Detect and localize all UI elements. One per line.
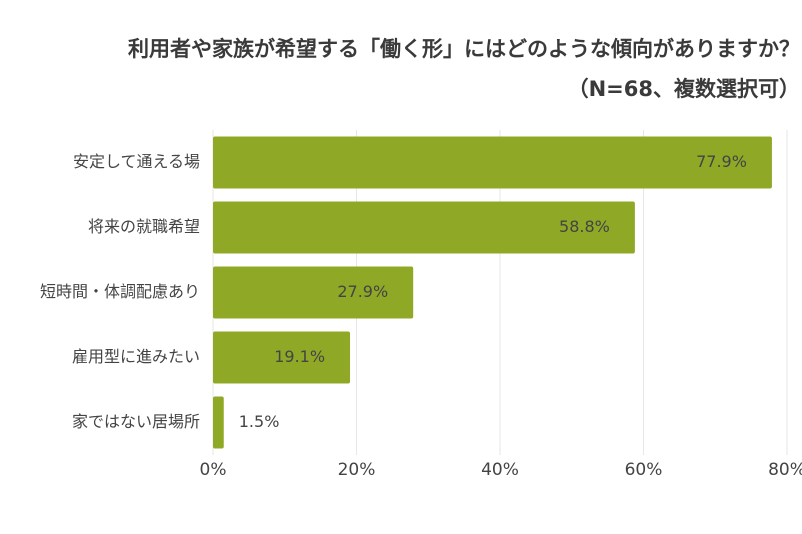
x-tick-label: 0% [200, 460, 227, 480]
x-tick-label: 40% [481, 460, 519, 480]
data-label: 27.9% [337, 282, 388, 301]
chart-title: 利用者や家族が希望する「働く形」にはどのような傾向がありますか？ [128, 37, 800, 61]
bar [213, 396, 224, 449]
x-tick-label: 80% [768, 460, 802, 480]
y-tick-label: 家ではない居場所 [72, 412, 200, 431]
data-label: 19.1% [274, 347, 325, 366]
bar [213, 201, 635, 254]
data-label: 77.9% [696, 152, 747, 171]
y-tick-label: 将来の就職希望 [88, 217, 200, 236]
data-label: 58.8% [559, 217, 610, 236]
y-tick-label: 雇用型に進みたい [72, 347, 200, 366]
y-tick-label: 短時間・体調配慮あり [40, 282, 200, 301]
data-label: 1.5% [239, 412, 280, 431]
x-tick-label: 20% [338, 460, 376, 480]
bar [213, 266, 414, 319]
x-tick-label: 60% [625, 460, 663, 480]
y-tick-label: 安定して通える場 [73, 152, 200, 171]
chart-subtitle: （N=68、複数選択可） [568, 77, 800, 101]
bar [213, 136, 772, 189]
bar [213, 331, 351, 384]
